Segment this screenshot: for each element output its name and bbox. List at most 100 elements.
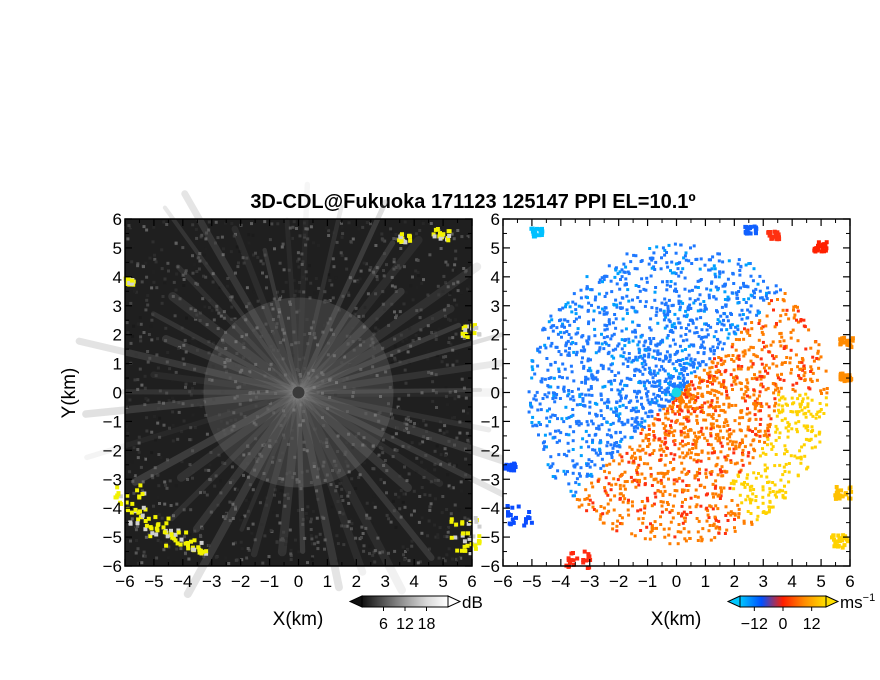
velocity-cell	[795, 381, 799, 385]
reflectivity-cell	[140, 489, 144, 493]
velocity-cell	[641, 365, 645, 369]
velocity-cell	[742, 521, 746, 525]
velocity-cell	[649, 522, 652, 526]
reflectivity-cell	[210, 309, 214, 312]
velocity-colorbar-tick-label: 0	[779, 616, 788, 633]
velocity-cell	[530, 359, 534, 363]
reflectivity-echo-cell	[438, 236, 443, 241]
velocity-cell	[685, 512, 689, 516]
reflectivity-cell	[329, 483, 333, 487]
velocity-cell	[711, 382, 714, 386]
velocity-cell	[698, 386, 702, 390]
velocity-cell	[713, 486, 717, 490]
reflectivity-cell	[371, 341, 375, 345]
velocity-cell	[627, 352, 631, 355]
velocity-cluster-cell	[847, 373, 852, 378]
velocity-cell	[673, 342, 677, 346]
velocity-cell	[682, 516, 686, 520]
reflectivity-y-tick-label: −2	[103, 441, 122, 460]
velocity-cell	[564, 405, 568, 409]
velocity-cell	[642, 462, 646, 466]
velocity-cell	[623, 383, 627, 387]
velocity-cell	[656, 418, 660, 422]
reflectivity-cell	[125, 425, 129, 429]
reflectivity-cell	[167, 269, 170, 273]
reflectivity-echo-cell	[460, 520, 465, 525]
reflectivity-cell	[153, 415, 156, 418]
velocity-cell	[598, 278, 602, 282]
reflectivity-cell	[131, 479, 135, 483]
reflectivity-echo-cell	[397, 238, 402, 243]
velocity-cell	[723, 298, 727, 301]
reflectivity-cell	[225, 370, 228, 374]
reflectivity-cell	[428, 547, 431, 551]
velocity-cluster-cell	[512, 468, 517, 473]
velocity-y-tick-label: −5	[481, 528, 500, 547]
velocity-cluster-cell	[508, 522, 513, 527]
velocity-cell	[745, 329, 749, 333]
reflectivity-cell	[321, 464, 325, 468]
velocity-cell	[631, 339, 635, 343]
velocity-cell	[721, 284, 725, 288]
reflectivity-beam	[294, 287, 405, 397]
reflectivity-cell	[138, 367, 142, 371]
velocity-cell	[663, 436, 667, 440]
velocity-cell	[638, 444, 642, 448]
velocity-cell	[749, 345, 753, 349]
reflectivity-cell	[274, 440, 278, 444]
velocity-cell	[777, 390, 781, 394]
reflectivity-cell	[202, 253, 206, 257]
velocity-cell	[620, 268, 624, 272]
velocity-cell	[567, 416, 571, 420]
reflectivity-beam	[120, 389, 302, 396]
reflectivity-cell	[441, 290, 445, 294]
velocity-cell	[652, 401, 656, 405]
velocity-cell	[574, 312, 578, 316]
velocity-cell	[744, 263, 748, 267]
velocity-cell	[612, 477, 616, 481]
velocity-cell	[564, 303, 568, 306]
reflectivity-cell	[220, 235, 224, 239]
reflectivity-cell	[308, 264, 311, 268]
velocity-cell	[779, 396, 783, 400]
reflectivity-beam	[150, 371, 302, 396]
velocity-cell	[627, 337, 631, 341]
reflectivity-echo-cell	[148, 534, 153, 539]
velocity-cell	[747, 451, 751, 455]
velocity-cell	[707, 391, 711, 395]
velocity-cell	[610, 483, 614, 487]
velocity-cell	[652, 372, 656, 376]
reflectivity-cell	[351, 443, 355, 446]
velocity-cluster-cell	[832, 544, 837, 549]
velocity-y-tick-label: 2	[491, 326, 500, 345]
velocity-cell	[601, 280, 604, 284]
reflectivity-cell	[275, 540, 279, 544]
velocity-cell	[620, 459, 624, 463]
reflectivity-cell	[136, 322, 140, 326]
reflectivity-cell	[358, 338, 362, 341]
velocity-cell	[636, 509, 640, 513]
reflectivity-cell	[387, 323, 391, 327]
reflectivity-echo-cell	[135, 521, 140, 526]
reflectivity-echo-cell	[114, 495, 119, 500]
reflectivity-cell	[410, 544, 414, 548]
reflectivity-cell	[264, 322, 268, 326]
velocity-cell	[623, 487, 627, 491]
reflectivity-cell	[340, 353, 344, 357]
reflectivity-cell	[354, 434, 358, 438]
reflectivity-cell	[165, 391, 169, 395]
velocity-cell	[738, 273, 742, 277]
velocity-cell	[653, 417, 657, 421]
velocity-cell	[625, 384, 629, 388]
velocity-cell	[740, 458, 744, 462]
velocity-cell	[648, 371, 652, 375]
velocity-cell	[537, 421, 541, 424]
reflectivity-cell	[183, 478, 187, 482]
reflectivity-echo-cell	[155, 523, 160, 528]
reflectivity-cell	[298, 357, 302, 361]
reflectivity-cell	[365, 516, 369, 520]
reflectivity-cell	[242, 261, 246, 265]
reflectivity-cell	[210, 353, 214, 357]
velocity-cell	[627, 460, 631, 464]
reflectivity-cell	[383, 459, 387, 462]
